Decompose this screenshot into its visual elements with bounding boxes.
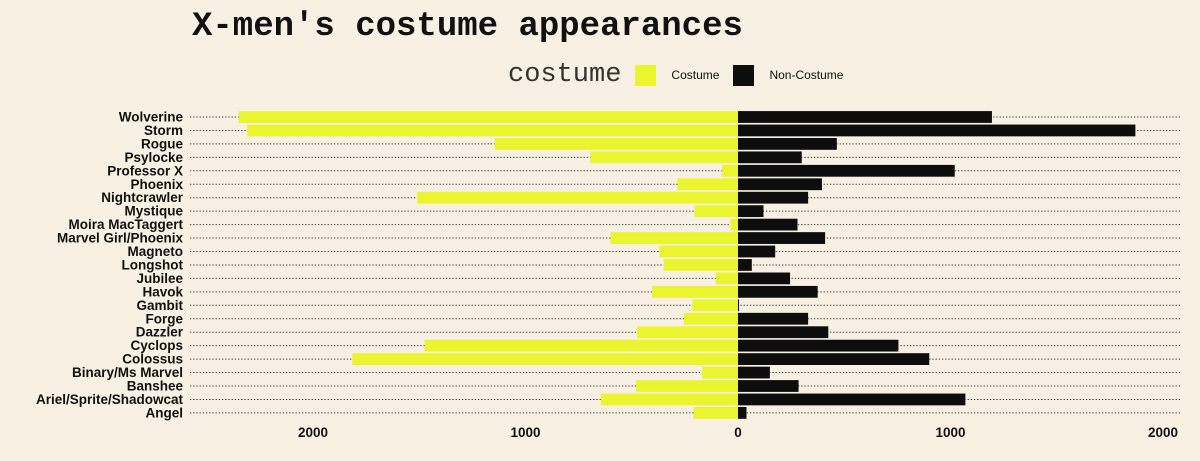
category-label: Psylocke: [124, 150, 183, 165]
bar-non-costume: [738, 339, 899, 352]
bar-non-costume: [738, 151, 802, 164]
category-label: Ariel/Sprite/Shadowcat: [36, 392, 184, 407]
bar-costume: [247, 124, 738, 137]
legend-title: costume: [508, 60, 622, 90]
bar-non-costume: [738, 299, 740, 312]
bar-non-costume: [738, 353, 930, 365]
bar-costume: [600, 393, 738, 406]
chart-title: X-men's costume appearances: [192, 8, 743, 46]
bar-costume: [636, 380, 738, 392]
bar-costume: [683, 312, 738, 325]
bar-non-costume: [738, 218, 798, 231]
category-label: Dazzler: [136, 325, 184, 340]
bar-non-costume: [738, 285, 818, 298]
category-label: Mystique: [124, 204, 183, 219]
legend: costume Costume Non-Costume: [508, 58, 857, 92]
category-label: Wolverine: [119, 110, 184, 125]
bar-costume: [722, 164, 738, 177]
legend-item-non-costume: Non-Costume: [733, 64, 844, 86]
bar-costume: [693, 407, 738, 419]
bar-non-costume: [738, 124, 1136, 137]
x-tick-label: 1000: [935, 425, 965, 440]
bar-non-costume: [738, 366, 770, 379]
bar-non-costume: [738, 407, 747, 419]
bar-non-costume: [738, 164, 955, 177]
category-label: Marvel Girl/Phoenix: [57, 231, 184, 246]
bar-costume: [677, 178, 738, 191]
bar-costume: [701, 366, 738, 379]
category-label: Forge: [145, 311, 183, 326]
bar-costume: [715, 272, 738, 285]
bar-costume: [730, 218, 738, 231]
category-label: Gambit: [136, 298, 183, 313]
legend-swatch-non-costume: [733, 64, 755, 86]
bar-non-costume: [738, 205, 764, 218]
bar-non-costume: [738, 191, 809, 204]
category-label: Phoenix: [130, 177, 183, 192]
x-tick-label: 1000: [510, 425, 540, 440]
category-label: Jubilee: [136, 271, 183, 286]
bar-non-costume: [738, 245, 776, 258]
bar-costume: [663, 259, 738, 271]
bar-non-costume: [738, 178, 822, 191]
x-tick-label: 2000: [298, 425, 328, 440]
category-label: Banshee: [127, 379, 184, 394]
legend-label-non-costume: Non-Costume: [769, 68, 844, 82]
category-label: Cyclops: [130, 338, 183, 353]
bar-non-costume: [738, 380, 799, 392]
bar-non-costume: [738, 312, 809, 325]
category-label: Professor X: [107, 163, 183, 178]
category-label: Havok: [142, 284, 183, 299]
bar-costume: [610, 232, 738, 244]
bar-costume: [659, 245, 738, 258]
bar-costume: [238, 111, 738, 123]
category-label: Colossus: [122, 352, 183, 367]
category-label: Storm: [144, 123, 183, 138]
bar-non-costume: [738, 232, 826, 244]
bar-costume: [352, 353, 738, 365]
bar-non-costume: [738, 138, 837, 150]
legend-item-costume: Costume: [635, 64, 720, 86]
category-label: Angel: [145, 405, 183, 420]
bar-costume: [651, 285, 738, 298]
legend-swatch-costume: [635, 64, 657, 86]
bar-costume: [494, 138, 738, 150]
bar-non-costume: [738, 393, 966, 406]
category-label: Binary/Ms Marvel: [72, 365, 183, 380]
legend-label-costume: Costume: [671, 68, 720, 82]
x-tick-label: 0: [734, 425, 742, 440]
bar-costume: [692, 299, 738, 312]
category-label: Rogue: [141, 136, 183, 151]
bar-non-costume: [738, 259, 752, 271]
bar-costume: [424, 339, 738, 352]
category-label: Nightcrawler: [101, 190, 184, 205]
bar-non-costume: [738, 111, 992, 123]
bar-non-costume: [738, 326, 829, 339]
x-tick-label: 2000: [1148, 425, 1178, 440]
bar-non-costume: [738, 272, 791, 285]
bar-costume: [637, 326, 738, 339]
category-label: Moira MacTaggert: [68, 217, 183, 232]
category-label: Magneto: [128, 244, 184, 259]
bar-costume: [417, 191, 738, 204]
bar-costume: [590, 151, 738, 164]
category-label: Longshot: [122, 257, 184, 272]
bar-costume: [694, 205, 738, 218]
